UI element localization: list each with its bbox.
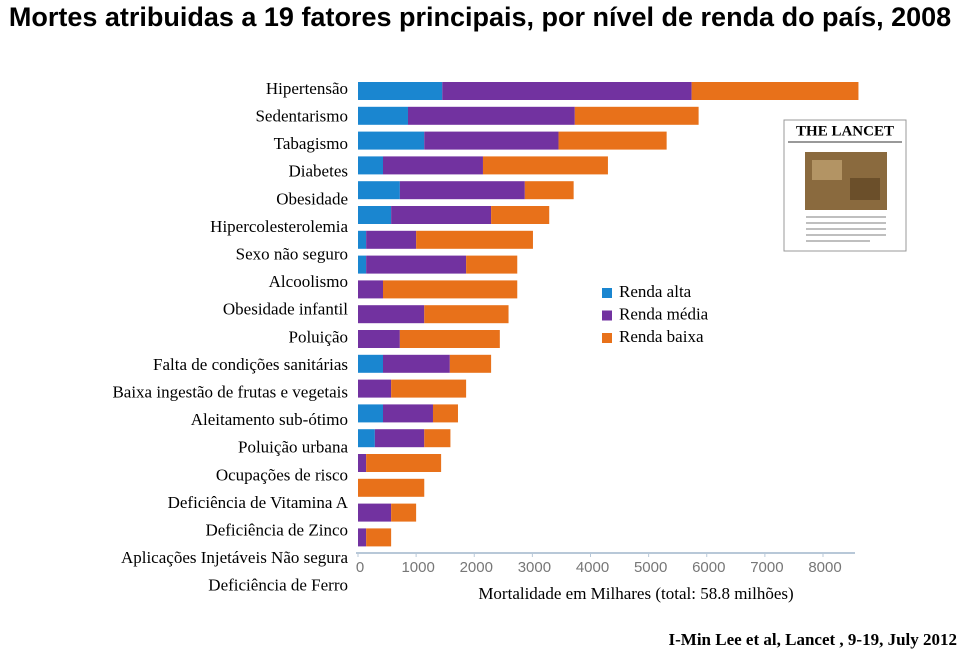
bar-segment	[366, 528, 392, 547]
bar-segment	[358, 156, 383, 175]
legend-label: Renda alta	[619, 282, 692, 301]
x-tick-label: 3000	[518, 559, 551, 576]
bar-segment	[358, 429, 375, 448]
bar-segment	[424, 429, 451, 448]
bar-segment	[358, 354, 383, 373]
bar-segment	[358, 379, 392, 398]
bar-segment	[358, 280, 383, 299]
bar-segment	[382, 404, 433, 423]
category-label: Sedentarismo	[255, 107, 348, 126]
category-label: Ocupações de risco	[216, 465, 348, 484]
bar-segment	[358, 82, 443, 100]
category-label: Hipertensão	[266, 79, 348, 98]
category-label: Alcoolismo	[269, 272, 348, 291]
category-label: Sexo não seguro	[236, 245, 348, 264]
bar-segment	[358, 503, 392, 522]
category-label: Deficiência de Zinco	[205, 521, 348, 540]
bar-segment	[432, 404, 458, 423]
bar-segment	[424, 305, 509, 324]
cover-text	[806, 216, 886, 242]
x-tick-label: 0	[356, 559, 364, 576]
legend-label: Renda média	[619, 304, 709, 323]
cover-painting-detail	[850, 178, 880, 200]
bar-segment	[358, 230, 367, 249]
x-tick-label: 2000	[460, 559, 493, 576]
bar-segment	[358, 255, 367, 274]
cover-painting-detail	[812, 160, 842, 180]
bar-segment	[358, 131, 425, 150]
category-label: Obesidade	[276, 189, 348, 208]
x-tick-label: 5000	[634, 559, 667, 576]
bar-segment	[358, 181, 400, 200]
legend-swatch	[602, 288, 612, 298]
x-axis-title: Mortalidade em Milhares (total: 58.8 mil…	[478, 584, 793, 603]
legend-label: Renda baixa	[619, 327, 704, 346]
category-label: Aleitamento sub-ótimo	[191, 410, 348, 429]
x-tick-label: 4000	[576, 559, 609, 576]
bar-segment	[358, 206, 392, 224]
bar-segment	[399, 330, 500, 348]
bar-segment	[382, 156, 483, 175]
bar-segment	[358, 454, 367, 472]
bar-segment	[524, 181, 574, 200]
bar-segment	[416, 230, 533, 249]
bar-segment	[558, 131, 667, 150]
bar-segment	[399, 181, 525, 200]
bar-segment	[358, 404, 383, 423]
legend-swatch	[602, 333, 612, 343]
bar-segment	[491, 206, 550, 224]
bar-segment	[391, 379, 467, 398]
category-label: Deficiência de Vitamina A	[168, 493, 349, 512]
bar-segment	[358, 330, 400, 348]
category-label: Poluição urbana	[238, 438, 348, 457]
legend-swatch	[602, 310, 612, 321]
bar-segment	[382, 280, 518, 299]
x-tick-label: 8000	[808, 559, 841, 576]
x-tick-label: 6000	[692, 559, 725, 576]
x-tick-label: 7000	[750, 559, 783, 576]
bar-segment	[382, 354, 450, 373]
category-label: Aplicações Injetáveis Não segura	[121, 548, 348, 567]
chart-title: Mortes atribuidas a 19 fatores principai…	[8, 2, 952, 32]
x-tick-label: 1000	[401, 559, 434, 576]
category-label: Falta de condições sanitárias	[153, 355, 348, 374]
bar-segment	[442, 82, 692, 100]
category-label: Baixa ingestão de frutas e vegetais	[112, 383, 348, 402]
bar-segment	[358, 478, 425, 497]
category-label: Hipercolesterolemia	[210, 217, 348, 236]
bar-segment	[366, 454, 442, 472]
bar-segment	[391, 503, 417, 522]
bar-segment	[449, 354, 492, 373]
category-label: Obesidade infantil	[223, 300, 348, 319]
category-label: Deficiência de Ferro	[208, 576, 348, 595]
bar-segment	[358, 305, 425, 324]
bar-segment	[391, 206, 492, 224]
category-label: Poluição	[289, 327, 349, 346]
bar-segment	[374, 429, 425, 448]
bar-segment	[424, 131, 559, 150]
bar-segment	[466, 255, 518, 274]
cover-title: THE LANCET	[796, 123, 894, 139]
category-label: Tabagismo	[274, 134, 348, 153]
bar-segment	[407, 106, 575, 125]
lancet-cover: THE LANCET	[783, 119, 907, 252]
bar-segment	[482, 156, 608, 175]
bar-segment	[358, 528, 367, 547]
source: I-Min Lee et al, Lancet , 9-19, July 201…	[669, 630, 958, 649]
bar-segment	[358, 106, 408, 125]
bar-segment	[691, 82, 859, 100]
bar-segment	[574, 106, 699, 125]
bar-segment	[366, 230, 417, 249]
category-label: Diabetes	[289, 162, 348, 181]
bar-segment	[366, 255, 467, 274]
